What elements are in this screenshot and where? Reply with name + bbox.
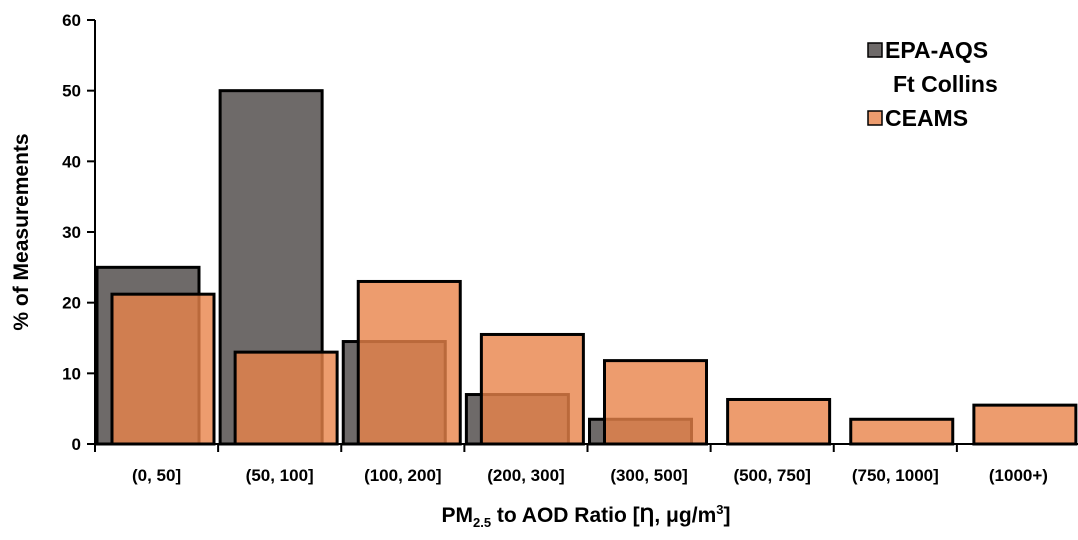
y-tick-label: 40 [62,152,81,171]
bar [603,359,708,446]
x-axis-title: PM2.5 to AOD Ratio [Ƞ, μg/m3] [442,502,731,530]
y-tick-label: 0 [72,435,81,454]
x-tick-label: (200, 300] [487,466,565,485]
x-tick-label: (0, 50] [132,466,181,485]
x-tick-label: (300, 500] [610,466,688,485]
bar [356,279,462,446]
x-axis-title-suffix: ] [723,504,730,527]
bar [726,397,832,446]
x-tick-label: (500, 750] [733,466,811,485]
legend-label-ceams: CEAMS [885,105,968,131]
x-tick-label: (50, 100] [246,466,314,485]
x-axis-title-superscript: 3 [716,502,723,517]
legend: EPA-AQS Ft Collins CEAMS [867,37,998,131]
x-axis-title-subscript: 2.5 [473,515,491,530]
y-tick-label: 50 [62,82,81,101]
legend-label-epa-aqs-line2: Ft Collins [893,71,998,97]
x-axis-title-prefix: PM [442,504,474,527]
x-axis-title-mid: to AOD Ratio [Ƞ, μg/m [491,504,716,527]
y-tick-label: 60 [62,11,81,30]
legend-swatch-ceams [867,110,883,126]
bar [479,332,585,446]
bar [110,292,216,446]
legend-swatch-epa-aqs [867,42,883,58]
y-axis-title: % of Measurements [10,133,33,330]
bar [233,350,339,446]
y-axis-ticks: 0 10 20 30 40 50 60 [62,11,95,454]
x-axis-ticks: (0, 50] (50, 100] (100, 200] (200, 300] (300… [94,444,1048,485]
y-tick-label: 20 [62,294,81,313]
x-tick-label: (750, 1000] [852,466,939,485]
y-tick-label: 10 [62,364,81,383]
x-tick-label: (1000+) [989,466,1048,485]
bar [972,403,1078,446]
legend-label-epa-aqs-line1: EPA-AQS [885,37,988,63]
x-tick-label: (100, 200] [364,466,442,485]
y-tick-label: 30 [62,223,81,242]
bar [849,417,955,446]
